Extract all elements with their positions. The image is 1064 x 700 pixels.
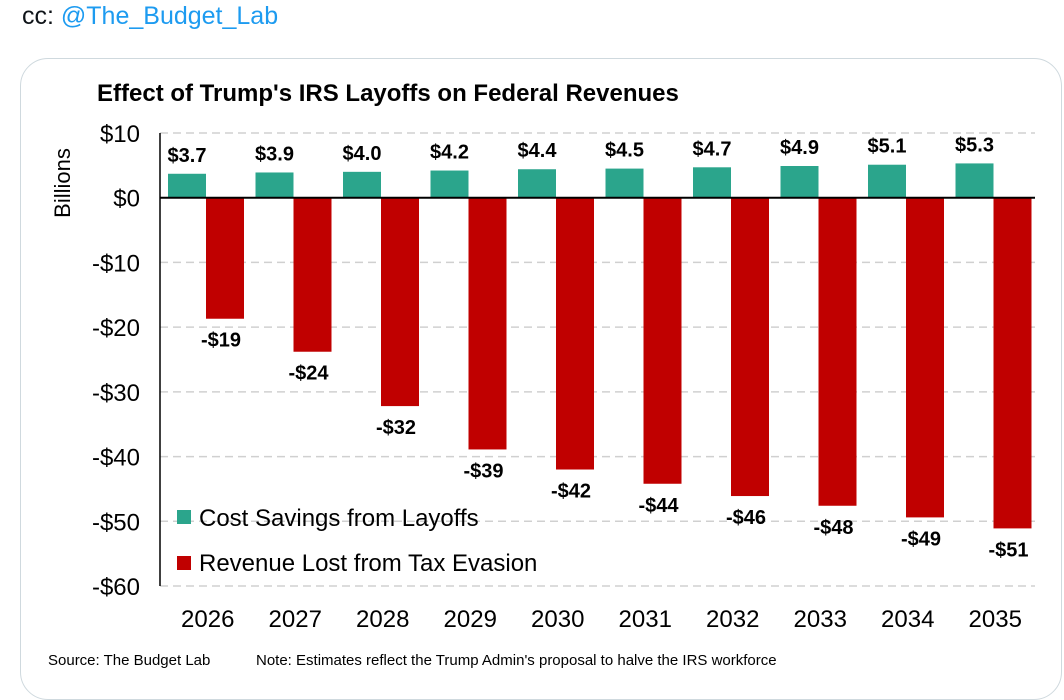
bar-revenue-lost (556, 197, 594, 470)
data-label-revenue-lost: -$32 (376, 417, 416, 439)
y-axis-label: Billions (50, 148, 75, 218)
bar-revenue-lost (993, 197, 1032, 529)
bar-cost-savings (518, 169, 556, 198)
x-tick-label: 2027 (269, 606, 322, 633)
legend-label-revenue-lost: Revenue Lost from Tax Evasion (199, 550, 537, 577)
data-label-revenue-lost: -$42 (551, 481, 591, 503)
bar-cost-savings (605, 168, 644, 198)
y-tick-label: -$10 (92, 250, 140, 277)
x-tick-label: 2033 (794, 606, 847, 633)
footer-source: Source: The Budget Lab (48, 652, 210, 669)
data-label-cost-savings: $4.4 (518, 140, 558, 162)
data-label-revenue-lost: -$46 (726, 507, 766, 529)
y-tick-label: -$60 (92, 574, 140, 601)
data-label-cost-savings: $3.9 (255, 143, 294, 165)
y-tick-label: -$30 (92, 380, 140, 407)
bar-revenue-lost (468, 197, 507, 450)
data-label-cost-savings: $5.3 (955, 134, 994, 156)
bar-revenue-lost (293, 197, 332, 352)
bar-revenue-lost (643, 197, 682, 484)
bar-cost-savings (693, 167, 731, 198)
data-label-cost-savings: $4.7 (693, 138, 732, 160)
x-tick-label: 2032 (706, 606, 759, 633)
y-tick-label: -$20 (92, 315, 140, 342)
data-label-revenue-lost: -$24 (288, 363, 329, 385)
y-tick-label: $10 (100, 121, 140, 148)
x-tick-label: 2031 (619, 606, 672, 633)
x-tick-label: 2029 (444, 606, 497, 633)
x-tick-label: 2030 (531, 606, 584, 633)
data-label-cost-savings: $4.5 (605, 140, 644, 162)
x-tick-label: 2026 (181, 606, 234, 633)
legend-swatch-revenue-lost (177, 556, 191, 570)
bar-cost-savings (868, 164, 906, 198)
x-tick-label: 2034 (881, 606, 934, 633)
bar-revenue-lost (381, 197, 419, 407)
chart-title: Effect of Trump's IRS Layoffs on Federal… (97, 80, 679, 107)
data-label-cost-savings: $5.1 (868, 136, 907, 158)
mention-link[interactable]: @The_Budget_Lab (60, 2, 279, 30)
data-label-revenue-lost: -$39 (463, 460, 503, 482)
bar-cost-savings (955, 163, 994, 198)
y-tick-label: $0 (113, 186, 140, 213)
data-label-revenue-lost: -$19 (201, 330, 241, 352)
tweet-cc-line: cc: @The_Budget_Lab (22, 2, 278, 31)
data-label-revenue-lost: -$49 (901, 528, 941, 550)
x-tick-label: 2028 (356, 606, 409, 633)
data-label-cost-savings: $3.7 (168, 145, 207, 167)
bar-revenue-lost (818, 197, 857, 506)
bar-revenue-lost (206, 197, 244, 319)
footer-note: Note: Estimates reflect the Trump Admin'… (256, 652, 777, 669)
bar-chart: Effect of Trump's IRS Layoffs on Federal… (48, 80, 1035, 669)
bar-cost-savings (343, 171, 381, 198)
y-tick-label: -$50 (92, 509, 140, 536)
bar-cost-savings (430, 170, 469, 198)
bar-cost-savings (780, 166, 819, 198)
data-label-revenue-lost: -$44 (638, 495, 679, 517)
data-label-revenue-lost: -$51 (988, 539, 1028, 561)
bar-revenue-lost (731, 197, 769, 497)
bar-cost-savings (255, 172, 294, 198)
data-label-cost-savings: $4.2 (430, 142, 469, 164)
bar-revenue-lost (906, 197, 944, 518)
data-label-revenue-lost: -$48 (813, 517, 853, 539)
cc-prefix: cc: (22, 2, 61, 30)
legend-label-cost-savings: Cost Savings from Layoffs (199, 505, 479, 532)
x-tick-label: 2035 (969, 606, 1022, 633)
data-label-cost-savings: $4.9 (780, 137, 819, 159)
y-tick-label: -$40 (92, 445, 140, 472)
data-label-cost-savings: $4.0 (343, 143, 382, 165)
bar-cost-savings (168, 173, 206, 198)
legend-swatch-cost-savings (177, 510, 191, 524)
